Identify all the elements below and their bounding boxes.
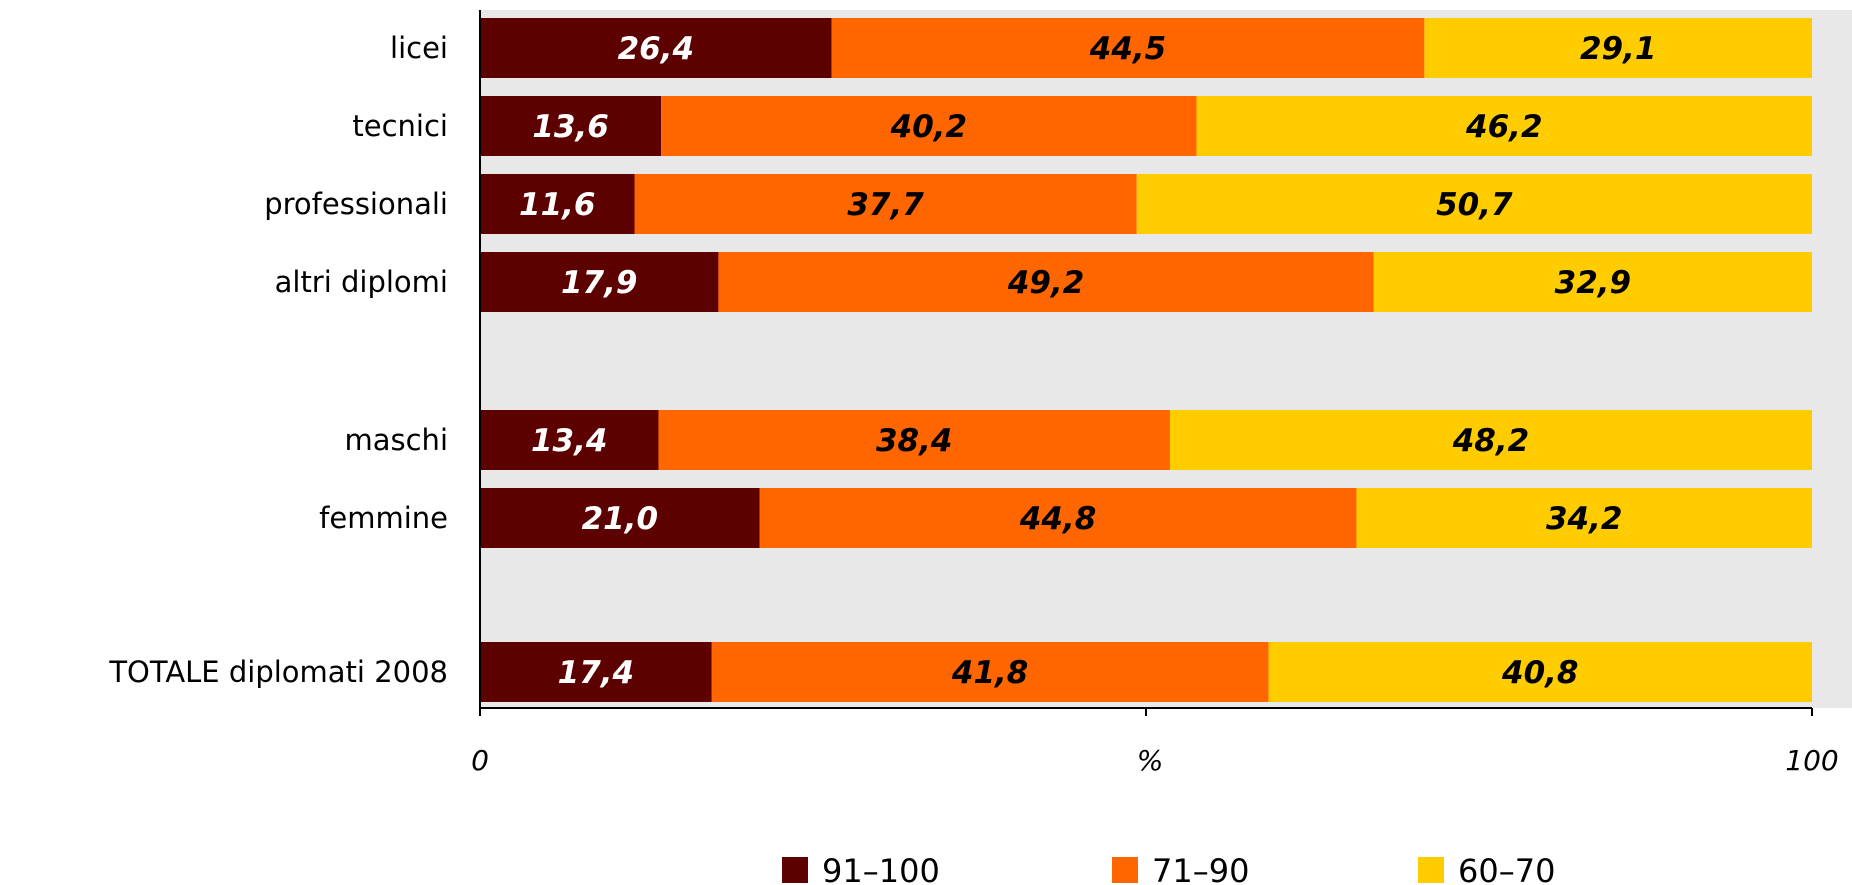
- bar-segment-1-6: [711, 642, 1269, 702]
- category-label: maschi: [344, 423, 448, 457]
- category-label: tecnici: [352, 109, 448, 143]
- data-label-0-6: 17,4: [558, 655, 635, 691]
- x-axis-ticks: 0 100: [471, 708, 1839, 777]
- bar-segment-1-2: [634, 174, 1137, 234]
- bar-segment-2-4: [1169, 410, 1812, 470]
- bar-segment-1-1: [661, 96, 1197, 156]
- data-label-2-2: 50,7: [1436, 187, 1513, 223]
- data-label-0-3: 17,9: [561, 265, 638, 301]
- data-label-2-0: 29,1: [1580, 31, 1657, 67]
- bar-segment-1-0: [831, 18, 1425, 78]
- data-label-0-2: 11,6: [519, 187, 596, 223]
- bar-segment-2-2: [1136, 174, 1812, 234]
- bar-segment-0-5: [480, 488, 760, 548]
- data-label-2-4: 48,2: [1452, 423, 1530, 459]
- bars-layer: 26,4 44,5 29,1 13,6 40,2 46,2 11,6 37,7 50,7 17,9…: [480, 18, 1812, 702]
- legend-swatch: [1418, 857, 1444, 883]
- bar-segment-0-6: [480, 642, 712, 702]
- legend-swatch: [1112, 857, 1138, 883]
- data-label-1-6: 41,8: [951, 655, 1029, 691]
- data-label-1-0: 44,5: [1089, 31, 1167, 67]
- bar-segment-2-5: [1356, 488, 1812, 548]
- data-label-0-5: 21,0: [582, 501, 659, 537]
- legend-label: 91–100: [822, 852, 940, 885]
- category-label: licei: [390, 31, 448, 65]
- data-label-1-5: 44,8: [1019, 501, 1097, 537]
- bar-segment-0-2: [480, 174, 635, 234]
- data-label-1-1: 40,2: [890, 109, 968, 145]
- category-labels: licei tecnici professionali altri diplomi ma…: [108, 31, 448, 689]
- data-label-2-3: 32,9: [1555, 265, 1632, 301]
- bar-segment-2-0: [1424, 18, 1812, 78]
- legend-label: 71–90: [1152, 852, 1249, 885]
- legend-swatch: [782, 857, 808, 883]
- bar-segment-0-4: [480, 410, 659, 470]
- legend: 91–100 71–90 60–70: [782, 852, 1555, 885]
- data-label-2-6: 40,8: [1501, 655, 1579, 691]
- data-label-1-3: 49,2: [1007, 265, 1085, 301]
- x-axis-label: %: [1137, 744, 1164, 777]
- bar-segment-2-3: [1373, 252, 1812, 312]
- bar-segment-1-4: [658, 410, 1170, 470]
- bar-segment-1-5: [759, 488, 1357, 548]
- data-label-0-0: 26,4: [618, 31, 695, 67]
- bar-segment-0-1: [480, 96, 662, 156]
- data-label-0-1: 13,6: [532, 109, 609, 145]
- data-label-1-4: 38,4: [876, 423, 953, 459]
- x-tick-label: 100: [1785, 744, 1838, 777]
- legend-label: 60–70: [1458, 852, 1555, 885]
- bar-segment-1-3: [718, 252, 1374, 312]
- bar-segment-2-6: [1268, 642, 1812, 702]
- data-label-2-5: 34,2: [1546, 501, 1623, 537]
- bar-segment-0-0: [480, 18, 832, 78]
- category-label: femmine: [319, 501, 448, 535]
- data-label-0-4: 13,4: [531, 423, 608, 459]
- bar-segment-0-3: [480, 252, 719, 312]
- category-label: altri diplomi: [275, 265, 448, 299]
- category-label: TOTALE diplomati 2008: [108, 655, 448, 689]
- category-label: professionali: [264, 187, 448, 221]
- data-label-1-2: 37,7: [847, 187, 924, 223]
- data-label-2-1: 46,2: [1465, 109, 1543, 145]
- bar-segment-2-1: [1196, 96, 1812, 156]
- x-tick-label: 0: [471, 744, 489, 777]
